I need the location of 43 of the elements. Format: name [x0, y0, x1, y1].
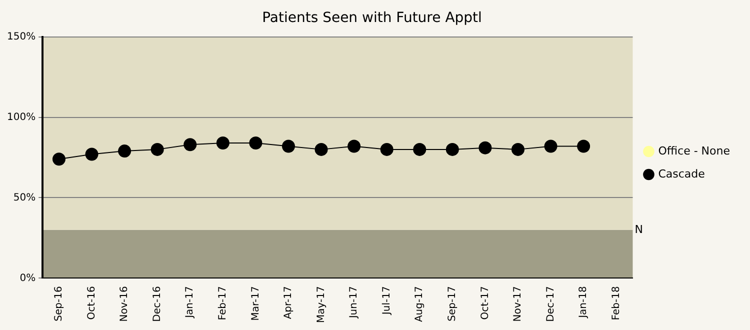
- point: [478, 141, 492, 154]
- legend-label: Cascade: [658, 167, 706, 180]
- point: [52, 152, 66, 166]
- point: [249, 136, 262, 150]
- y-tick-label: 0%: [20, 272, 36, 284]
- point: [282, 140, 295, 153]
- x-tick-label: Jul-17: [381, 286, 392, 316]
- x-tick-label: Apr-17: [283, 286, 294, 320]
- point: [577, 140, 590, 153]
- point: [413, 142, 426, 156]
- x-tick-label: Jan-18: [578, 286, 590, 319]
- x-tick-label: Mar-17: [250, 286, 262, 321]
- x-tick-label: Feb-17: [218, 286, 229, 320]
- point: [446, 142, 459, 156]
- y-tick-label: 100%: [6, 112, 36, 123]
- y-tick-label: 150%: [6, 31, 36, 42]
- point: [150, 142, 164, 156]
- x-tick-label: Jan-17: [184, 286, 196, 319]
- x-tick-label: Oct-17: [480, 286, 491, 320]
- x-tick-label: Nov-17: [512, 286, 524, 322]
- x-tick-label: Feb-18: [610, 286, 622, 320]
- x-tick-label: Sep-17: [447, 286, 458, 322]
- legend-label: Office - None: [658, 144, 730, 158]
- band-label: N: [634, 222, 643, 236]
- point: [314, 142, 328, 156]
- y-tick-label: 50%: [13, 192, 36, 204]
- point: [511, 142, 524, 156]
- point: [544, 140, 558, 153]
- point: [85, 148, 98, 161]
- chart-title: Patients Seen with Future Apptl: [262, 10, 482, 26]
- x-tick-label: Jun-17: [348, 286, 360, 320]
- x-tick-label: Sep-16: [54, 286, 65, 322]
- point: [216, 136, 230, 150]
- x-tick-label: Dec-17: [545, 286, 556, 322]
- x-tick-label: Aug-17: [414, 286, 426, 322]
- x-tick-label: Nov-16: [119, 286, 130, 322]
- point: [348, 140, 361, 153]
- point: [380, 142, 394, 156]
- point: [118, 144, 132, 158]
- x-tick-label: Dec-16: [152, 286, 163, 322]
- x-tick-label: Oct-16: [86, 286, 98, 320]
- point: [184, 138, 197, 152]
- x-tick-label: May-17: [316, 286, 327, 324]
